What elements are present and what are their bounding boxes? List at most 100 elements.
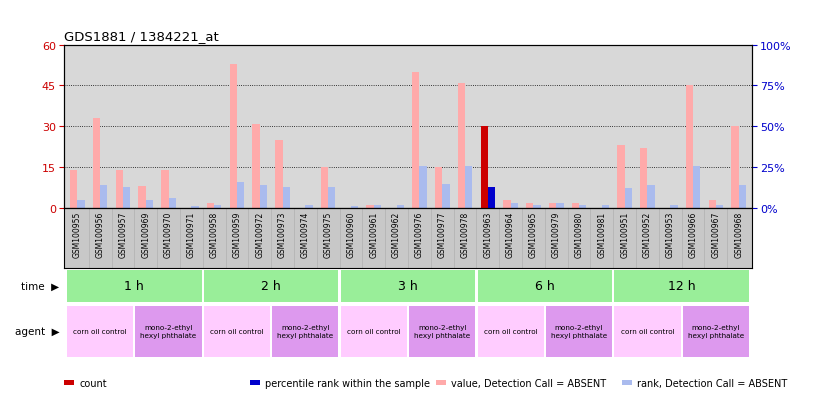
Bar: [146, 200, 153, 209]
Text: 3 h: 3 h: [398, 280, 418, 292]
Text: mono-2-ethyl
hexyl phthalate: mono-2-ethyl hexyl phthalate: [551, 325, 607, 338]
Text: GSM100957: GSM100957: [118, 211, 127, 258]
Bar: [579, 205, 587, 209]
Text: time  ▶: time ▶: [21, 281, 60, 291]
Bar: [731, 127, 738, 209]
Bar: [549, 203, 557, 209]
Bar: [123, 188, 131, 209]
Text: GSM100968: GSM100968: [734, 211, 743, 258]
Bar: [683, 306, 749, 357]
Text: GSM100978: GSM100978: [460, 211, 469, 258]
Bar: [192, 207, 198, 209]
Text: mono-2-ethyl
hexyl phthalate: mono-2-ethyl hexyl phthalate: [277, 325, 334, 338]
Bar: [207, 203, 214, 209]
Bar: [305, 205, 313, 209]
Bar: [546, 306, 612, 357]
Bar: [685, 86, 693, 209]
Bar: [557, 204, 564, 209]
Text: GSM100952: GSM100952: [643, 211, 652, 258]
Text: count: count: [79, 378, 107, 388]
Text: corn oil control: corn oil control: [211, 328, 264, 335]
Bar: [116, 171, 123, 209]
Text: corn oil control: corn oil control: [484, 328, 538, 335]
Text: GSM100961: GSM100961: [370, 211, 379, 258]
Bar: [273, 306, 339, 357]
Bar: [397, 205, 404, 209]
Text: rank, Detection Call = ABSENT: rank, Detection Call = ABSENT: [637, 378, 787, 388]
Text: GSM100964: GSM100964: [506, 211, 515, 258]
Bar: [162, 171, 169, 209]
Bar: [204, 270, 339, 302]
Bar: [321, 168, 328, 209]
Bar: [135, 306, 202, 357]
Bar: [275, 140, 282, 209]
Text: GSM100967: GSM100967: [712, 211, 721, 258]
Bar: [366, 206, 374, 209]
Text: GSM100977: GSM100977: [437, 211, 446, 258]
Bar: [503, 200, 511, 209]
Text: GSM100975: GSM100975: [324, 211, 333, 258]
Bar: [67, 270, 202, 302]
Text: mono-2-ethyl
hexyl phthalate: mono-2-ethyl hexyl phthalate: [414, 325, 470, 338]
Text: GSM100980: GSM100980: [574, 211, 583, 258]
Bar: [169, 199, 175, 209]
Bar: [435, 168, 442, 209]
Bar: [341, 270, 475, 302]
Bar: [282, 188, 290, 209]
Bar: [488, 188, 495, 209]
Text: GSM100962: GSM100962: [392, 211, 401, 258]
Bar: [602, 205, 609, 209]
Bar: [214, 205, 221, 209]
Text: GSM100971: GSM100971: [187, 211, 196, 258]
Bar: [618, 146, 624, 209]
Text: GSM100974: GSM100974: [301, 211, 310, 258]
Text: GSM100955: GSM100955: [73, 211, 82, 258]
Bar: [641, 149, 647, 209]
Bar: [252, 124, 259, 209]
Text: percentile rank within the sample: percentile rank within the sample: [265, 378, 430, 388]
Text: value, Detection Call = ABSENT: value, Detection Call = ABSENT: [451, 378, 606, 388]
Text: mono-2-ethyl
hexyl phthalate: mono-2-ethyl hexyl phthalate: [140, 325, 197, 338]
Text: GSM100972: GSM100972: [255, 211, 264, 258]
Bar: [708, 200, 716, 209]
Text: GSM100951: GSM100951: [620, 211, 629, 258]
Bar: [419, 166, 427, 209]
Text: mono-2-ethyl
hexyl phthalate: mono-2-ethyl hexyl phthalate: [688, 325, 744, 338]
Bar: [572, 203, 579, 209]
Bar: [458, 83, 465, 209]
Bar: [341, 306, 407, 357]
Text: GSM100960: GSM100960: [347, 211, 356, 258]
Text: corn oil control: corn oil control: [73, 328, 127, 335]
Bar: [204, 306, 270, 357]
Bar: [624, 189, 632, 209]
Bar: [100, 186, 108, 209]
Bar: [412, 73, 419, 209]
Bar: [259, 186, 267, 209]
Text: corn oil control: corn oil control: [621, 328, 674, 335]
Bar: [351, 207, 358, 209]
Bar: [481, 127, 488, 209]
Text: GSM100965: GSM100965: [529, 211, 538, 258]
Text: GSM100970: GSM100970: [164, 211, 173, 258]
Bar: [229, 64, 237, 209]
Text: GSM100981: GSM100981: [597, 211, 606, 258]
Bar: [78, 200, 85, 209]
Bar: [237, 183, 244, 209]
Bar: [670, 205, 677, 209]
Bar: [139, 187, 146, 209]
Text: GSM100953: GSM100953: [666, 211, 675, 258]
Text: agent  ▶: agent ▶: [15, 326, 60, 337]
Bar: [67, 306, 133, 357]
Text: 2 h: 2 h: [261, 280, 281, 292]
Bar: [465, 166, 472, 209]
Bar: [614, 270, 749, 302]
Text: GSM100956: GSM100956: [95, 211, 104, 258]
Text: GSM100966: GSM100966: [689, 211, 698, 258]
Text: 12 h: 12 h: [667, 280, 695, 292]
Bar: [328, 188, 335, 209]
Bar: [526, 203, 534, 209]
Bar: [693, 166, 700, 209]
Bar: [442, 184, 450, 209]
Bar: [409, 306, 475, 357]
Bar: [614, 306, 681, 357]
